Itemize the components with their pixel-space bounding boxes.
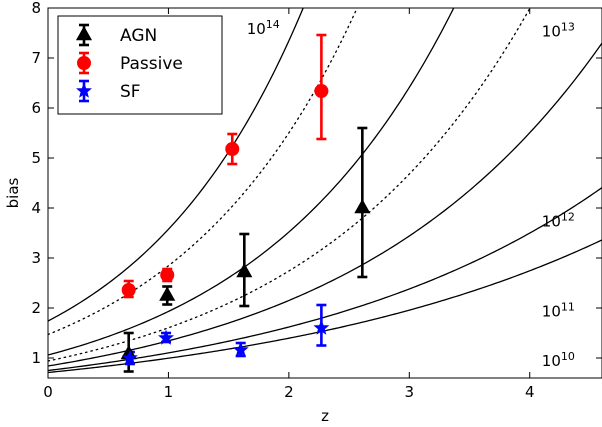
- legend-agn-label: AGN: [120, 26, 157, 46]
- y-tick-label: 1: [31, 349, 41, 367]
- y-tick-label: 8: [31, 0, 41, 17]
- curve-label-1e13: 1013: [542, 21, 575, 41]
- y-tick-label: 4: [31, 199, 41, 217]
- model-curve-14: [48, 8, 304, 322]
- legend-passive-label: Passive: [120, 54, 183, 74]
- sf-point: [121, 349, 138, 365]
- agn-point: [354, 198, 371, 214]
- y-tick-label: 6: [31, 99, 41, 117]
- y-tick-label: 3: [31, 249, 41, 267]
- y-tick-label: 5: [31, 149, 41, 167]
- legend-agn-marker: [75, 25, 93, 41]
- passive-point: [121, 283, 136, 297]
- curve-label-1e14: 1014: [247, 18, 280, 38]
- model-curve-dotted-3: [48, 8, 531, 362]
- data-markers: [120, 84, 371, 365]
- x-tick-label: 0: [43, 383, 53, 401]
- x-tick-label: 3: [405, 383, 415, 401]
- model-curve-dotted-1: [48, 8, 358, 336]
- curve-label-1e10: 1010: [542, 350, 575, 370]
- sf-point: [158, 329, 174, 345]
- agn-point: [159, 286, 176, 301]
- sf-point: [313, 319, 330, 335]
- plot-frame: [47, 7, 602, 379]
- model-curve-12: [48, 42, 602, 367]
- y-axis-label: bias: [4, 177, 22, 208]
- passive-point: [314, 84, 329, 98]
- model-curve-13: [48, 8, 455, 356]
- y-tick-label: 7: [31, 49, 41, 67]
- curve-label-1e12: 1012: [542, 211, 575, 231]
- passive-point: [225, 142, 240, 156]
- x-tick-label: 4: [525, 383, 535, 401]
- legend-passive-marker: [77, 56, 91, 70]
- legend-sf-label: SF: [120, 82, 141, 102]
- legend: AGN Passive SF: [57, 15, 223, 115]
- legend-sf-marker: [76, 82, 92, 98]
- x-axis-label: z: [321, 407, 329, 425]
- agn-point: [236, 262, 253, 278]
- y-tick-label: 2: [31, 299, 41, 317]
- x-tick-label: 1: [164, 383, 174, 401]
- model-curve-11: [48, 187, 602, 372]
- curve-label-1e11: 1011: [542, 301, 575, 321]
- sf-point: [232, 341, 249, 357]
- passive-point: [160, 268, 175, 282]
- curve-annotations: 1014 1013 1012 1011 1010: [247, 18, 575, 370]
- x-tick-label: 2: [284, 383, 294, 401]
